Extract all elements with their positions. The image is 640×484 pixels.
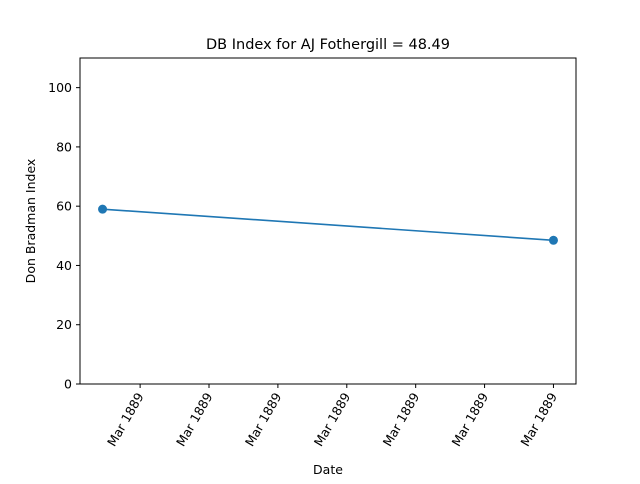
y-tick-label: 60 [56,199,72,214]
y-tick-label: 20 [56,317,72,332]
data-point [98,204,108,214]
y-tick-label: 0 [64,377,72,392]
y-tick-label: 100 [48,80,72,95]
data-point [548,235,558,245]
series-layer [98,204,558,245]
y-axis-ticks: 0 20 40 60 80 100 [48,80,80,392]
y-tick-label: 80 [56,139,72,154]
x-axis-label: Date [313,462,343,477]
plot-frame [79,57,577,385]
chart-title: DB Index for AJ Fothergill = 48.49 [206,37,450,53]
plot-area [80,58,576,384]
y-tick-label: 40 [56,258,72,273]
series-line [102,208,554,242]
y-axis-label: Don Bradman Index [23,159,38,284]
